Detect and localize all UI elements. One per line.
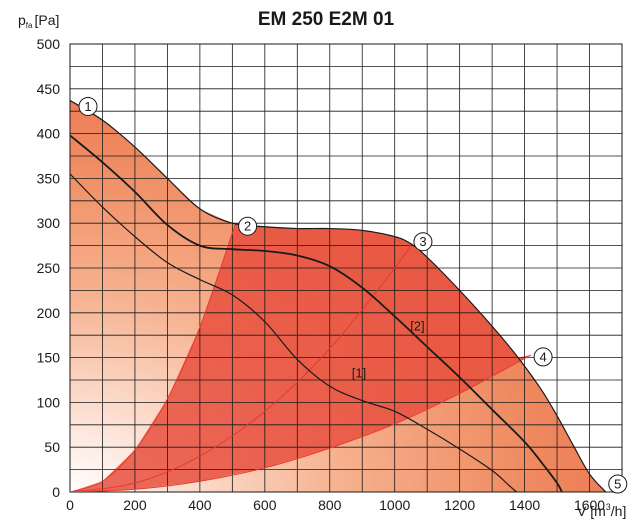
- operating-point-1: 1: [78, 96, 98, 116]
- operating-point-label: 4: [539, 349, 546, 364]
- operating-point-label: 2: [244, 219, 251, 234]
- plot-frame: [69, 43, 623, 493]
- fan-curve-low: [70, 173, 517, 492]
- operating-point-marker: [238, 216, 258, 236]
- y-tick-label: 350: [37, 170, 61, 186]
- operating-point-label: 5: [614, 477, 621, 492]
- x-tick-label: 400: [188, 497, 212, 513]
- operating-point-label: 1: [84, 99, 91, 114]
- operating-point-4: 4: [533, 347, 553, 367]
- y-tick-label: 500: [37, 36, 61, 52]
- operating-point-label: 3: [419, 234, 426, 249]
- x-tick-label: 1600: [574, 497, 605, 513]
- fan-curve-high: [70, 134, 563, 492]
- operating-point-marker: [608, 474, 628, 494]
- y-tick-label: 100: [37, 394, 61, 410]
- y-tick-label: 0: [52, 484, 60, 500]
- operating-point-2: 2: [238, 216, 258, 236]
- y-axis-label: pfa [Pa]: [18, 12, 59, 30]
- envelope-curve: [70, 99, 607, 492]
- y-tick-label: 50: [44, 439, 60, 455]
- curve-label: [2]: [410, 319, 424, 334]
- x-tick-label: 0: [66, 497, 74, 513]
- x-tick-label: 1000: [379, 497, 410, 513]
- x-tick-label: 600: [253, 497, 277, 513]
- x-tick-label: 200: [123, 497, 147, 513]
- y-tick-label: 250: [37, 260, 61, 276]
- x-tick-label: 1400: [509, 497, 540, 513]
- x-axis-label: V [m3/h]: [577, 502, 626, 519]
- system-curve-1: [70, 223, 237, 492]
- y-tick-label: 200: [37, 305, 61, 321]
- chart-title: EM 250 E2M 01: [258, 9, 395, 30]
- system-curve-3: [70, 354, 532, 492]
- operating-point-marker: [413, 232, 433, 252]
- system-curve-2: [70, 244, 412, 492]
- operating-point-marker: [533, 347, 553, 367]
- y-tick-label: 150: [37, 350, 61, 366]
- y-tick-label: 300: [37, 215, 61, 231]
- y-tick-label: 400: [37, 126, 61, 142]
- y-tick-label: 450: [37, 81, 61, 97]
- curve-label: [1]: [352, 365, 366, 380]
- operating-point-marker: [78, 96, 98, 116]
- x-tick-label: 1200: [444, 497, 475, 513]
- operating-point-3: 3: [413, 232, 433, 252]
- x-tick-label: 800: [318, 497, 342, 513]
- operating-point-5: 5: [608, 474, 628, 494]
